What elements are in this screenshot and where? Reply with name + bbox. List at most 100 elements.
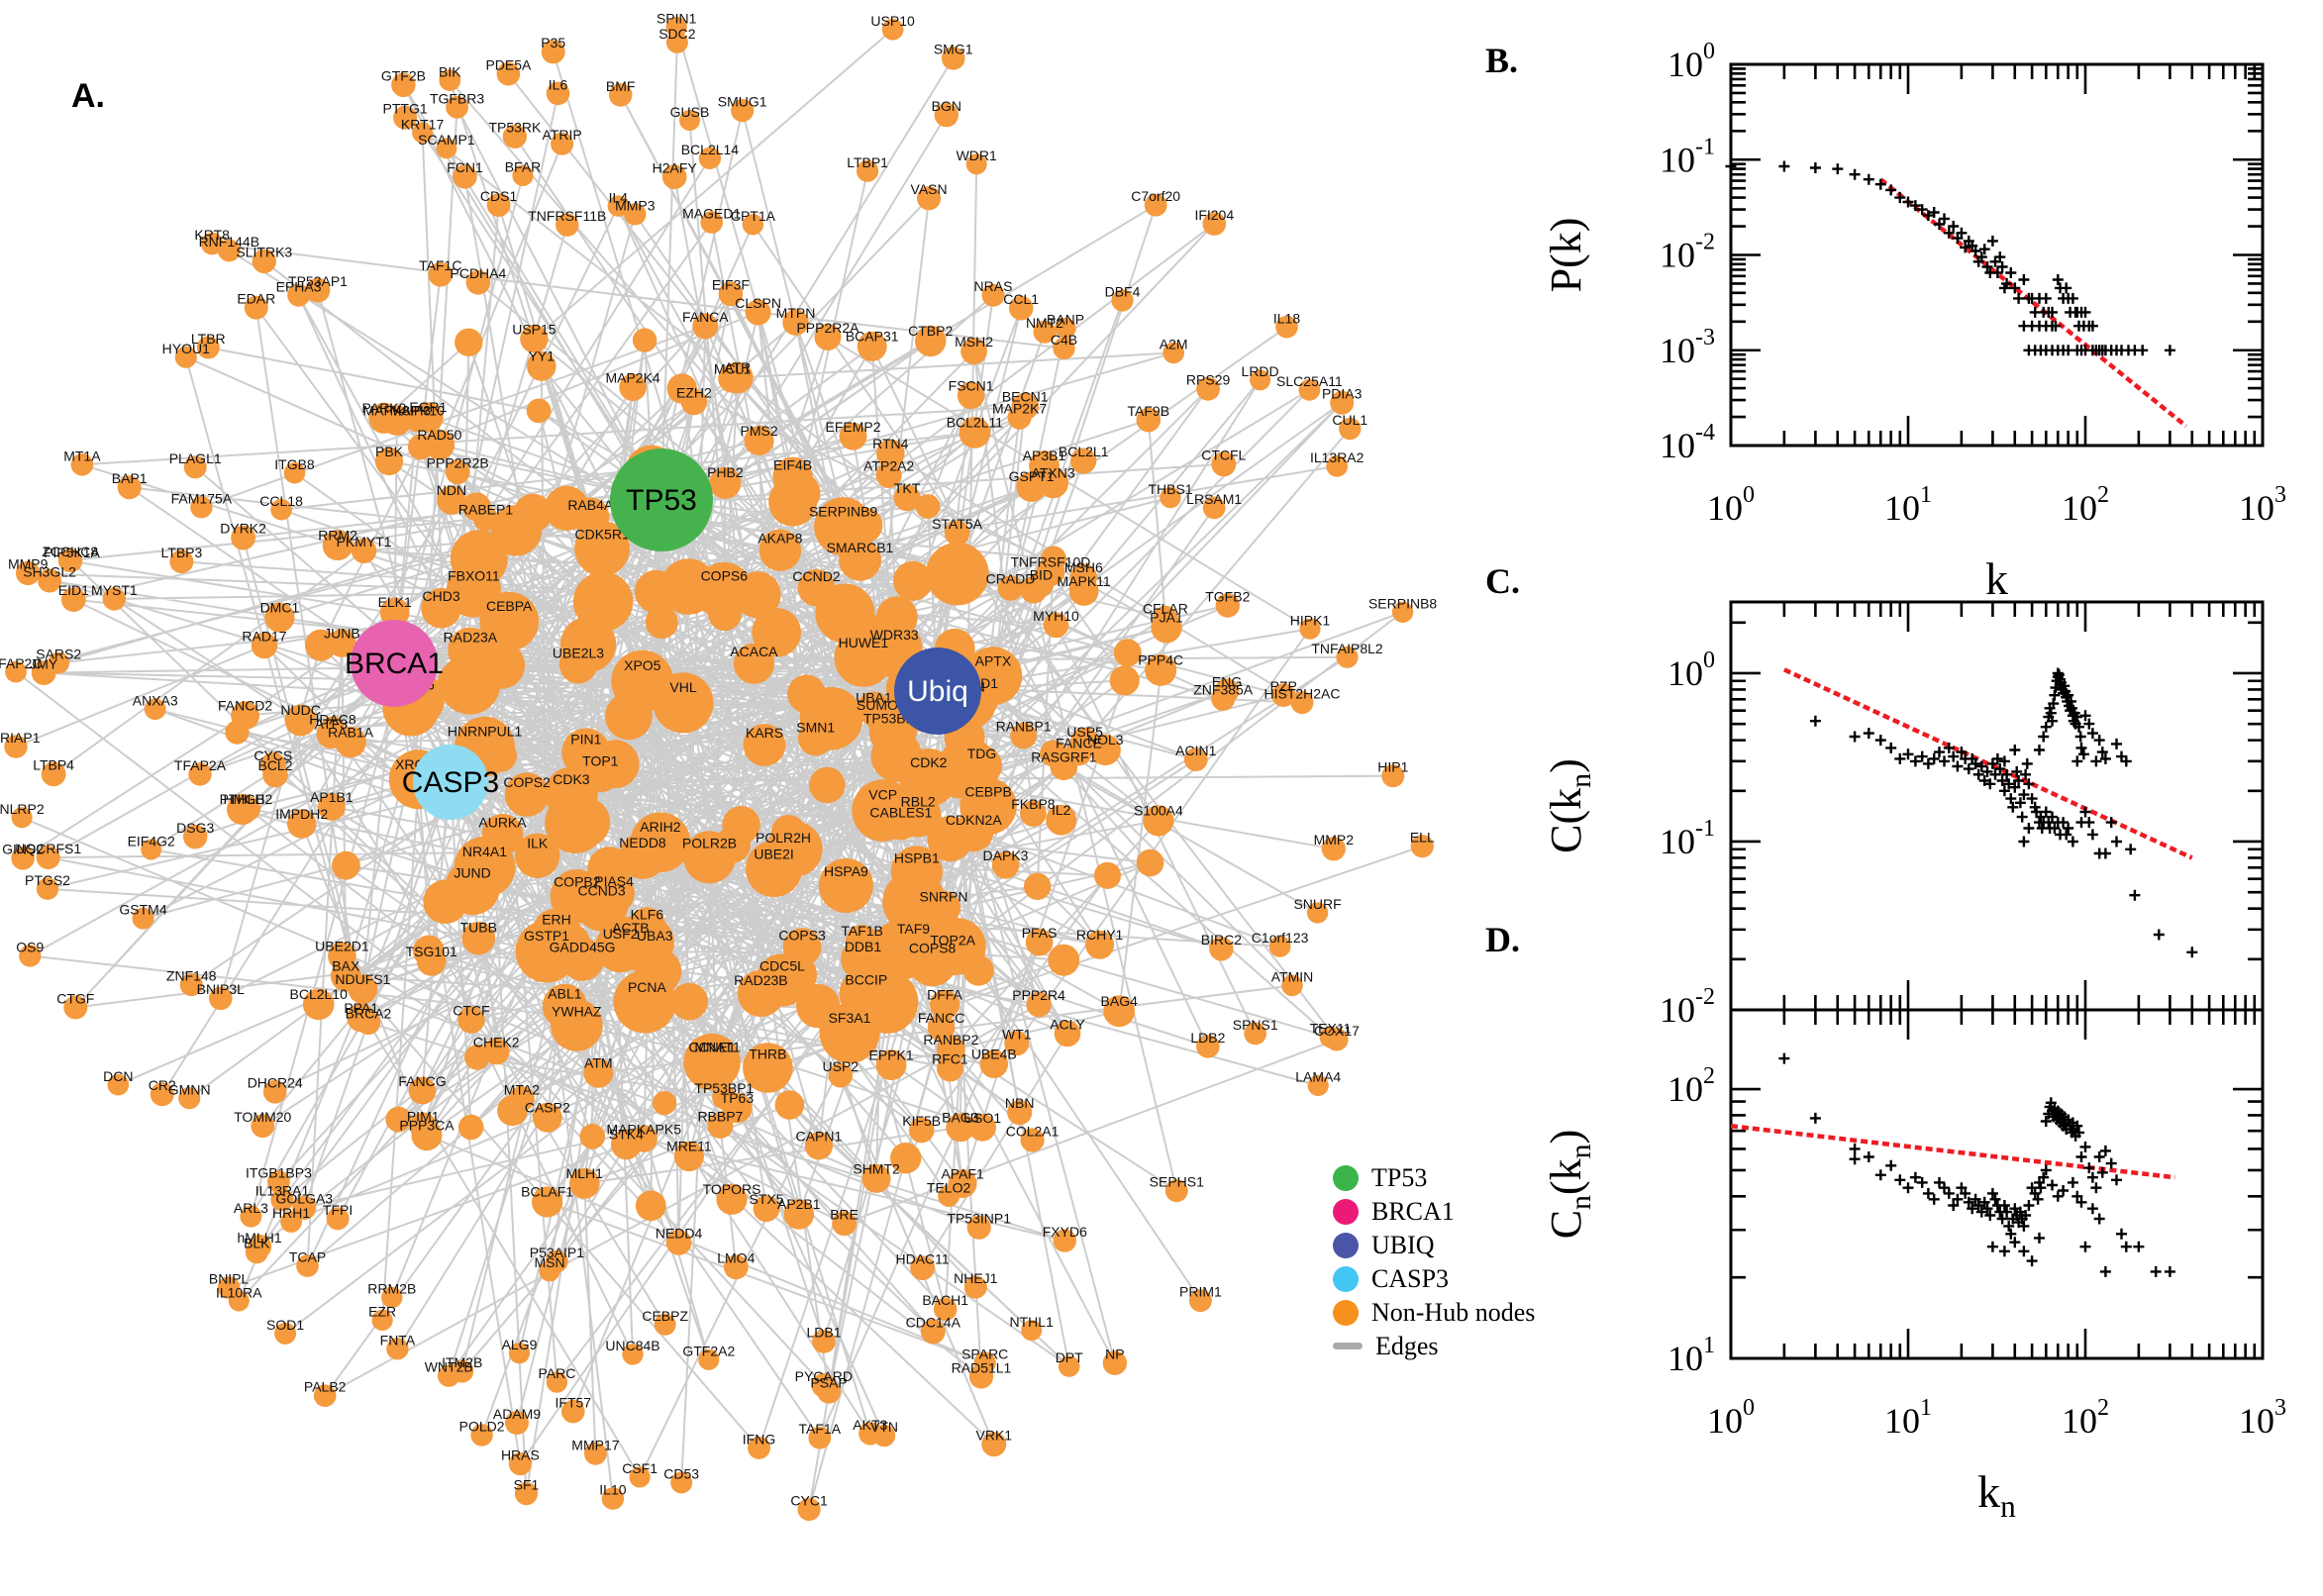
network-node [1268,936,1291,957]
network-node-label: LMO4 [717,1249,755,1265]
network-node-label: NDUFS1 [335,971,390,987]
network-node-label: COL2A1 [1006,1123,1060,1139]
network-node-label: NP [1105,1346,1124,1361]
network-node-label: ELK1 [378,594,412,610]
network-node-label: TAF9 [897,921,930,937]
network-node-label: UBE4B [971,1047,1017,1062]
network-node [41,761,66,787]
network-node-label: DMC1 [260,599,300,615]
network-node [1183,748,1208,771]
network-node [428,261,454,287]
network-node-label: TFPI [323,1202,353,1218]
network-node-label: EIF4B [773,457,812,473]
network-node [1306,902,1329,924]
network-node [70,453,94,476]
network-node-label: AP3B1 [1023,448,1066,463]
network-node [1326,454,1349,477]
network-node [712,1085,737,1110]
network-node-label: LDB2 [1190,1030,1225,1046]
network-node [235,796,261,822]
network-node-label: RAB4A [567,497,614,513]
network-node-label: BFAR [505,159,542,175]
network-node [107,1073,130,1096]
network-node-label: MMP2 [1314,832,1355,848]
network-node-label: PTTG1 [383,101,428,117]
network-node [411,1120,443,1151]
network-node-label: TNFRSF11B [528,208,606,224]
network-node [1196,376,1220,401]
network-node [959,417,991,449]
network-node [1070,727,1100,756]
network-node [1271,683,1296,707]
network-node [179,973,203,997]
network-node [832,1211,857,1237]
network-node [454,328,483,356]
network-node-label: LTBR [191,331,226,347]
network-node [231,525,255,550]
network-node-label: PLAGL1 [169,450,222,466]
network-node-label: VASN [911,181,948,197]
network-node-label: SNRPN [919,889,967,905]
network-node-label: RAD17 [242,628,286,644]
network-node-label: BNIP3L [197,981,245,997]
network-node [1321,837,1346,861]
network-node [744,426,774,455]
network-node [546,1249,568,1273]
hub-label-casp3: CASP3 [402,766,499,799]
network-node-label: HUWE1 [839,635,889,650]
network-labels-layer: NEDD8DDB1PCNACDK2CCND3CCNE1UBA1XRCC6SUMO… [0,11,1437,1509]
y-axis-title: C(kn) [1542,758,1597,853]
network-node-label: PYCARD [795,1368,853,1384]
network-node [532,1102,562,1133]
network-node [1136,407,1162,433]
network-node [174,346,197,368]
network-node [496,61,521,86]
network-node-label: TP53BP1 [694,1080,754,1096]
network-node-label: PTHLH [220,791,265,807]
network-node-label: PIAS4 [594,873,634,889]
network-node-label: CCL18 [259,493,303,509]
network-node-label: ITGB1BP3 [246,1165,312,1181]
network-node-label: RBBP7 [697,1108,743,1124]
network-node-label: ARL3 [234,1200,268,1216]
network-node-label: PMS2 [741,423,778,439]
network-node-label: SPNS1 [1233,1017,1278,1033]
network-node [144,698,166,721]
network-node [927,816,973,862]
network-node-label: ITGB8 [274,456,315,472]
network-node-label: NBN [1005,1095,1035,1111]
network-node-label: VRK1 [976,1427,1013,1443]
network-node [305,629,337,661]
network-node [508,1343,531,1364]
network-node-label: THBS1 [1148,481,1192,497]
network-node [190,496,213,519]
network-node-label: BACH1 [922,1292,968,1308]
network-node-label: IFT57 [556,1395,592,1411]
network-node-label: CDK3 [553,771,590,787]
network-node-label: ATM [584,1055,613,1071]
network-node-label: USP15 [512,321,556,337]
network-node-label: UBE2L3 [553,646,604,661]
network-node [1162,342,1184,364]
network-node-label: FCN1 [447,159,483,175]
network-node-label: IFNG [743,1431,775,1446]
network-node [872,1424,896,1447]
network-node-label: NMT2 [1026,315,1063,331]
network-node-label: UBA1 [856,690,892,706]
network-node-label: STK4 [609,1127,644,1143]
network-node-label: APTX [975,652,1012,668]
network-node-label: BCLAF1 [521,1184,573,1200]
legend-label: UBIQ [1371,1230,1435,1259]
network-node-label: BAG3 [942,1110,979,1126]
network-node [19,945,42,967]
network-node-label: POLR2H [756,830,811,846]
network-node [579,1124,606,1149]
network-node [188,762,212,786]
network-node [5,660,27,683]
y-tick-label: 10-2 [1660,984,1715,1030]
panel-c-label: C. [1485,561,1520,601]
network-node [1102,1350,1128,1375]
network-node [869,920,930,981]
network-node-label: BECN1 [1002,389,1049,405]
network-node [796,983,841,1029]
